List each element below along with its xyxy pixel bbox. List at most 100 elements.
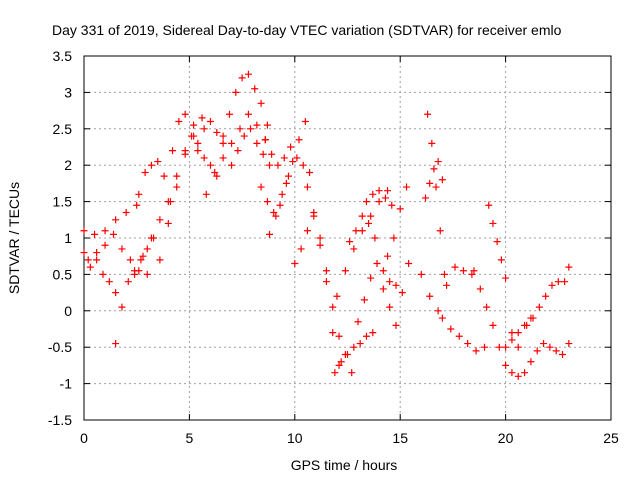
series-track-30	[485, 201, 510, 282]
data-point	[135, 190, 143, 198]
data-point	[333, 292, 341, 300]
series-track-1	[80, 249, 120, 297]
data-point	[529, 314, 537, 322]
data-point	[253, 139, 261, 147]
data-point	[219, 154, 227, 162]
chart-title: Day 331 of 2019, Sidereal Day-to-day VTE…	[52, 22, 562, 38]
series-track-16	[291, 212, 343, 369]
series-track-27	[417, 263, 476, 315]
data-point	[350, 343, 358, 351]
series-track-12	[228, 125, 274, 169]
data-point	[257, 99, 265, 107]
data-point	[392, 321, 400, 329]
data-point	[284, 172, 292, 180]
data-point	[335, 361, 343, 369]
data-point	[143, 270, 151, 278]
series-track-5	[131, 132, 198, 278]
data-point	[384, 252, 392, 260]
data-point	[386, 303, 394, 311]
data-point	[268, 150, 276, 158]
data-point	[375, 198, 383, 206]
data-point	[169, 147, 177, 155]
data-point	[354, 318, 362, 326]
data-point	[259, 150, 267, 158]
data-point	[565, 263, 573, 271]
data-point	[329, 329, 337, 337]
series-track-17	[303, 183, 356, 377]
data-point	[403, 183, 411, 191]
data-point	[263, 198, 271, 206]
data-point	[392, 281, 400, 289]
x-tick-label: 10	[287, 430, 303, 446]
series-track-22	[362, 187, 396, 209]
x-tick-label: 20	[498, 430, 514, 446]
grid-lines	[84, 56, 611, 420]
data-point	[540, 340, 548, 348]
data-point	[322, 267, 330, 275]
data-point	[386, 278, 394, 286]
data-point	[362, 332, 370, 340]
data-point	[112, 216, 120, 224]
data-point	[188, 132, 196, 140]
data-point	[202, 190, 210, 198]
series-track-10	[202, 110, 269, 198]
data-point	[93, 249, 101, 257]
data-point	[280, 154, 288, 162]
data-point	[93, 256, 101, 264]
data-point	[430, 165, 438, 173]
series-track-33	[523, 263, 573, 329]
data-point	[502, 343, 510, 351]
data-point	[329, 303, 337, 311]
data-point	[434, 158, 442, 166]
data-point	[514, 329, 522, 337]
data-point	[508, 369, 516, 377]
data-point	[379, 285, 387, 293]
data-point	[337, 358, 345, 366]
data-point	[489, 219, 497, 227]
data-point	[542, 292, 550, 300]
data-point	[548, 281, 556, 289]
data-point	[287, 143, 295, 151]
data-point	[274, 161, 282, 169]
data-point	[514, 343, 522, 351]
data-point	[266, 161, 274, 169]
data-point	[257, 183, 265, 191]
data-point	[316, 234, 324, 242]
data-point	[219, 139, 227, 147]
data-point	[358, 227, 366, 235]
data-point	[379, 267, 387, 275]
series-track-23	[379, 259, 413, 329]
data-point	[438, 314, 446, 322]
data-point	[322, 278, 330, 286]
data-point	[405, 259, 413, 267]
data-point	[211, 168, 219, 176]
data-point	[356, 340, 364, 348]
y-tick-label: -0.5	[48, 339, 72, 355]
data-point	[80, 227, 88, 235]
x-tick-label: 0	[80, 430, 88, 446]
data-point	[173, 183, 181, 191]
data-point	[253, 121, 261, 129]
data-point	[350, 245, 358, 253]
data-point	[143, 245, 151, 253]
data-point	[133, 201, 141, 209]
data-point	[508, 336, 516, 344]
series-track-28	[438, 314, 489, 355]
data-point	[198, 114, 206, 122]
y-tick-label: 1	[64, 230, 72, 246]
data-point	[481, 343, 489, 351]
data-point	[396, 205, 404, 213]
data-point	[251, 85, 259, 93]
data-point	[282, 179, 290, 187]
data-point	[278, 190, 286, 198]
x-axis-label: GPS time / hours	[291, 457, 398, 473]
data-point	[240, 132, 248, 140]
x-tick-labels: 0 5 10 15 20 25	[80, 430, 619, 446]
data-point	[181, 147, 189, 155]
data-point	[181, 110, 189, 118]
series-track-19	[333, 187, 392, 300]
data-point	[105, 278, 113, 286]
data-point	[175, 118, 183, 126]
data-point	[86, 263, 94, 271]
data-point	[236, 125, 244, 133]
